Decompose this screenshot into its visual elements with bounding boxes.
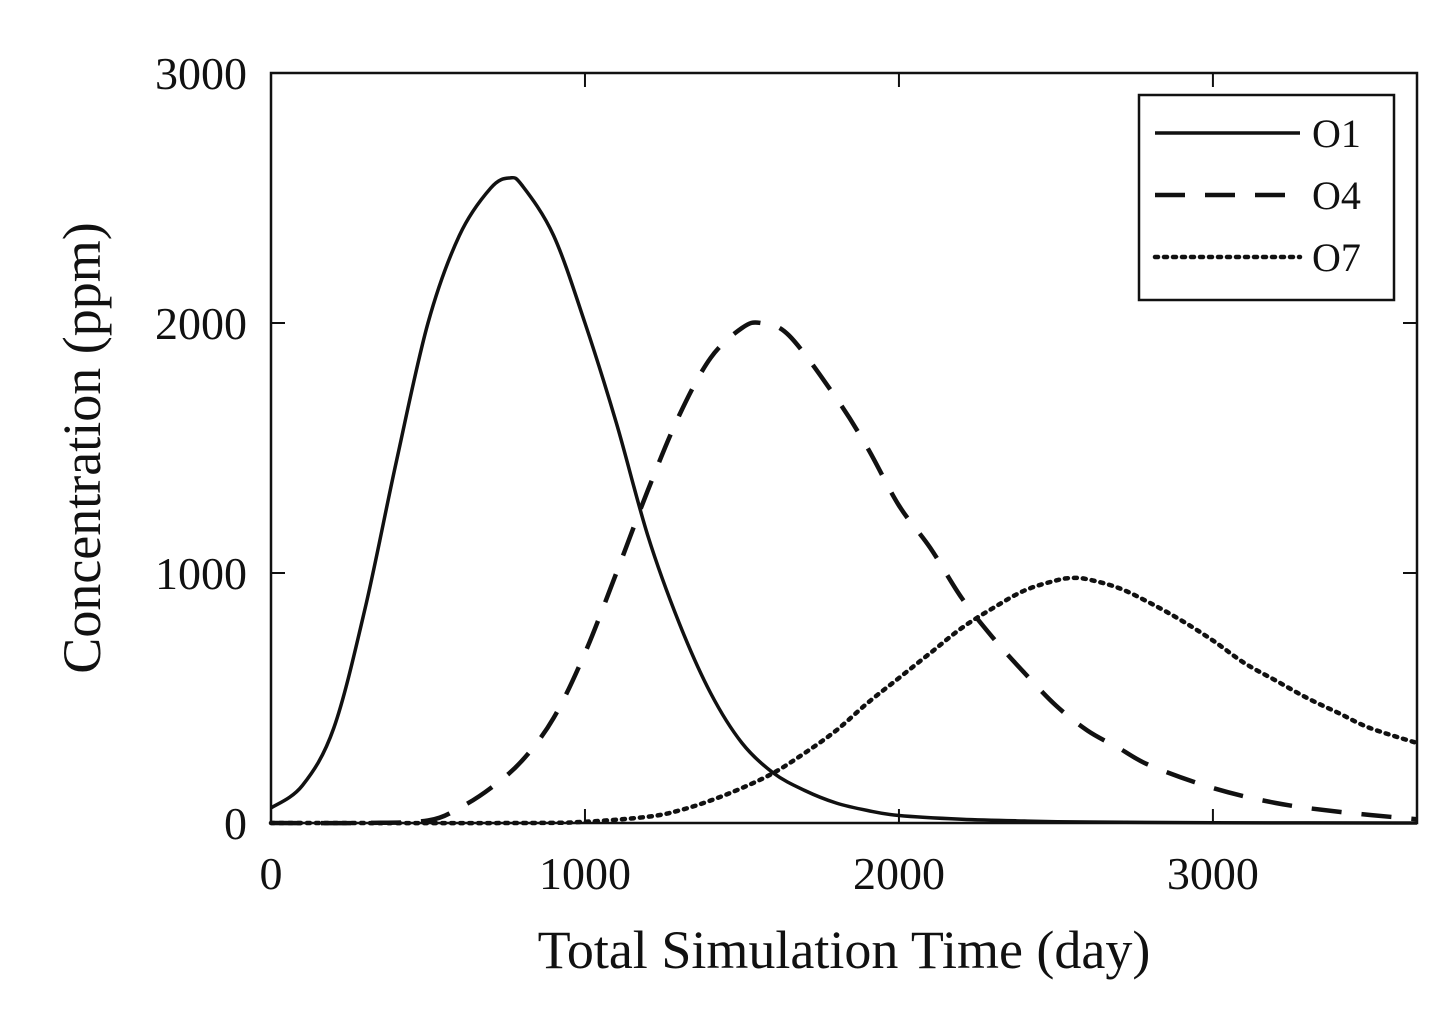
plot-frame <box>269 71 1419 825</box>
y-tick-label: 3000 <box>155 48 247 99</box>
legend-box <box>1137 93 1396 302</box>
series-line-o1 <box>269 175 1418 825</box>
y-tick-label: 2000 <box>155 298 247 349</box>
legend-label-o1: O1 <box>1312 111 1361 156</box>
x-tick-label: 1000 <box>539 848 631 899</box>
legend-label-o7: O7 <box>1312 235 1361 280</box>
y-axis-title: Concentration (ppm) <box>52 222 112 673</box>
legend-label-o4: O4 <box>1312 173 1361 218</box>
y-tick-label: 1000 <box>155 548 247 599</box>
series-line-o4 <box>270 320 1418 826</box>
x-axis-title: Total Simulation Time (day) <box>538 920 1151 980</box>
legend: O1 O4 O7 <box>1137 93 1396 302</box>
x-tick-label: 3000 <box>1167 848 1259 899</box>
series-line-o7 <box>268 575 1420 826</box>
x-tick-label: 2000 <box>853 848 945 899</box>
y-tick-label: 0 <box>224 798 247 849</box>
x-tick-label: 0 <box>260 848 283 899</box>
